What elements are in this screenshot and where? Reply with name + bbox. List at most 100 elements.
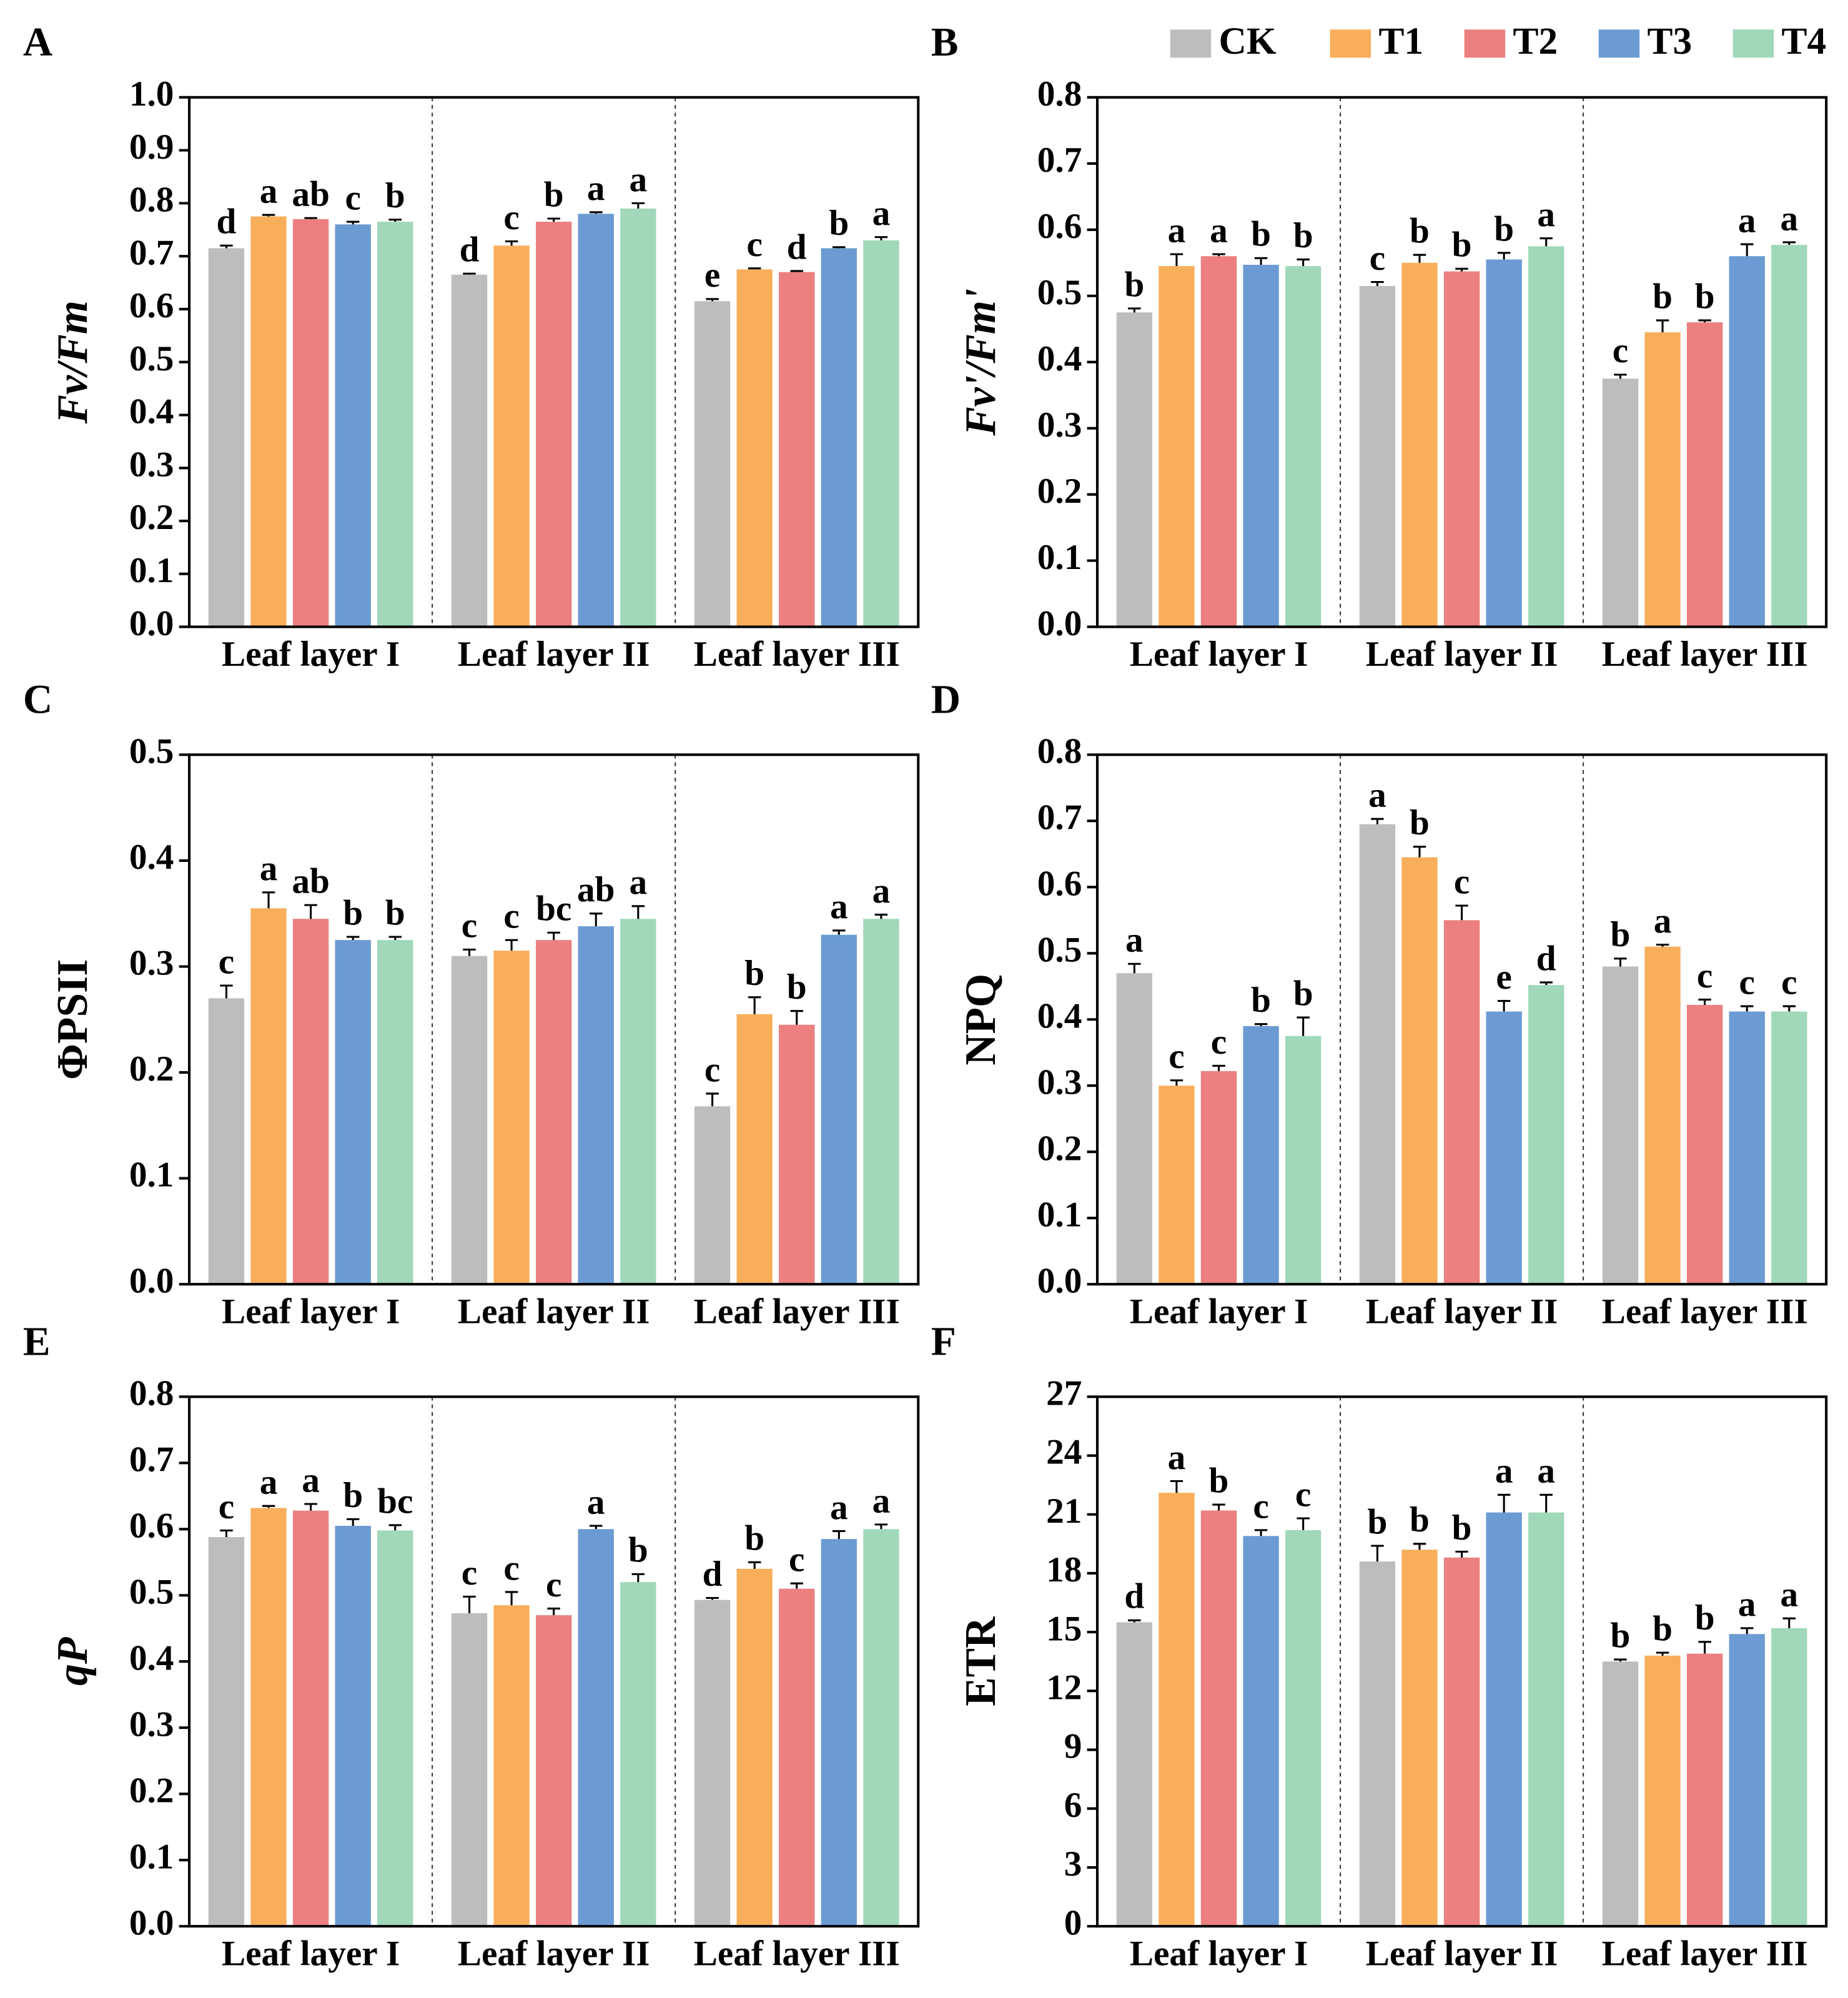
significance-letter: a xyxy=(260,849,278,888)
significance-letter: c xyxy=(1613,331,1628,370)
significance-letter: c xyxy=(704,1050,720,1089)
y-tick-label: 0.6 xyxy=(129,1506,174,1545)
error-bar xyxy=(1455,904,1468,921)
bar xyxy=(1116,973,1153,1285)
error-bar xyxy=(1170,1480,1183,1493)
x-tick-label: Leaf layer I xyxy=(222,1292,400,1331)
significance-letter: b xyxy=(385,893,405,932)
error-bar xyxy=(463,948,476,956)
significance-letter: a xyxy=(1738,1585,1756,1624)
bar xyxy=(1486,259,1522,627)
error-bar xyxy=(631,1573,645,1583)
error-bar xyxy=(631,202,645,209)
error-bar xyxy=(505,1591,518,1606)
significance-letter: e xyxy=(704,255,720,295)
panel-label: C xyxy=(23,678,52,723)
significance-letter: c xyxy=(789,1540,804,1580)
y-tick-label: 0.8 xyxy=(129,181,174,220)
bar xyxy=(1686,322,1723,627)
significance-letter: d xyxy=(217,202,237,242)
y-tick-label: 0.5 xyxy=(1037,930,1082,969)
y-tick-label: 0.4 xyxy=(1037,339,1082,378)
error-bar xyxy=(1297,258,1310,267)
error-bar xyxy=(1371,1545,1384,1562)
error-bar xyxy=(833,1530,846,1540)
bar xyxy=(1401,262,1438,627)
legend-swatch xyxy=(1732,29,1774,58)
error-bar xyxy=(1413,846,1426,858)
error-bar xyxy=(1497,1000,1511,1012)
bar xyxy=(335,224,371,627)
significance-letter: a xyxy=(587,1482,605,1521)
significance-letter: b xyxy=(1209,1461,1229,1500)
x-tick-label: Leaf layer III xyxy=(1602,1934,1808,1973)
significance-letter: a xyxy=(872,194,891,233)
y-tick-label: 0.7 xyxy=(129,233,174,272)
error-bar xyxy=(388,936,402,941)
significance-letter: b xyxy=(1251,981,1271,1020)
y-tick-label: 0.5 xyxy=(129,732,174,771)
bar xyxy=(1686,1653,1723,1927)
legend-swatch xyxy=(1464,29,1506,58)
significance-letter: b xyxy=(1410,803,1430,843)
bar xyxy=(1729,256,1765,627)
significance-letter: b xyxy=(1293,216,1313,255)
bar xyxy=(1644,946,1681,1285)
error-bar xyxy=(1170,1079,1183,1086)
error-bar xyxy=(1740,1005,1754,1012)
error-bar xyxy=(1371,818,1384,824)
bar xyxy=(1443,271,1480,627)
bar xyxy=(1116,1622,1153,1927)
y-tick-label: 0.4 xyxy=(129,1638,174,1678)
bar xyxy=(1528,246,1564,627)
error-bar xyxy=(1656,943,1669,947)
bar xyxy=(1771,245,1807,627)
y-tick-label: 1.0 xyxy=(129,74,174,114)
significance-letter: d xyxy=(703,1555,723,1594)
bar xyxy=(250,1508,287,1927)
bar xyxy=(208,1537,245,1927)
bar xyxy=(863,240,899,627)
y-tick-label: 0.8 xyxy=(129,1374,174,1413)
bar xyxy=(208,248,245,627)
error-bar xyxy=(220,244,233,249)
error-bar xyxy=(304,904,317,919)
error-bar xyxy=(1254,1023,1268,1026)
bar xyxy=(821,1539,857,1927)
significance-letter: c xyxy=(1211,1022,1227,1062)
plot-frame xyxy=(188,96,920,628)
error-bar xyxy=(874,1523,888,1530)
x-tick-label: Leaf layer III xyxy=(1602,635,1808,674)
error-bar xyxy=(1698,1641,1711,1654)
bar xyxy=(1359,1561,1396,1927)
bar xyxy=(736,269,773,627)
bar xyxy=(1644,1655,1681,1927)
y-tick-label: 0.4 xyxy=(129,392,174,432)
significance-letter: a xyxy=(260,1463,278,1502)
error-bar xyxy=(346,1518,360,1526)
y-tick-label: 0.6 xyxy=(1037,864,1082,903)
error-bar xyxy=(1698,998,1711,1005)
significance-letter: a xyxy=(629,863,647,902)
bar xyxy=(250,216,287,627)
error-bar xyxy=(1614,373,1627,379)
bar xyxy=(1359,824,1396,1285)
bar xyxy=(208,998,245,1285)
error-bar xyxy=(1371,280,1384,286)
y-tick-label: 0.6 xyxy=(1037,207,1082,246)
y-tick-label: 0.3 xyxy=(129,1704,174,1744)
error-bar xyxy=(1212,1503,1225,1511)
significance-letter: bc xyxy=(377,1481,413,1521)
bar xyxy=(1401,857,1438,1285)
significance-letter: c xyxy=(1781,962,1797,1002)
x-tick-label: Leaf layer I xyxy=(1130,1934,1308,1973)
y-tick-label: 0.2 xyxy=(1037,1129,1082,1168)
significance-letter: b xyxy=(1494,209,1514,249)
bar xyxy=(779,1588,815,1927)
error-bar xyxy=(547,217,560,222)
significance-letter: d xyxy=(787,227,807,267)
plot-frame xyxy=(1095,1395,1828,1928)
error-bar xyxy=(1413,1543,1426,1550)
y-tick-label: 0.3 xyxy=(1037,1062,1082,1102)
